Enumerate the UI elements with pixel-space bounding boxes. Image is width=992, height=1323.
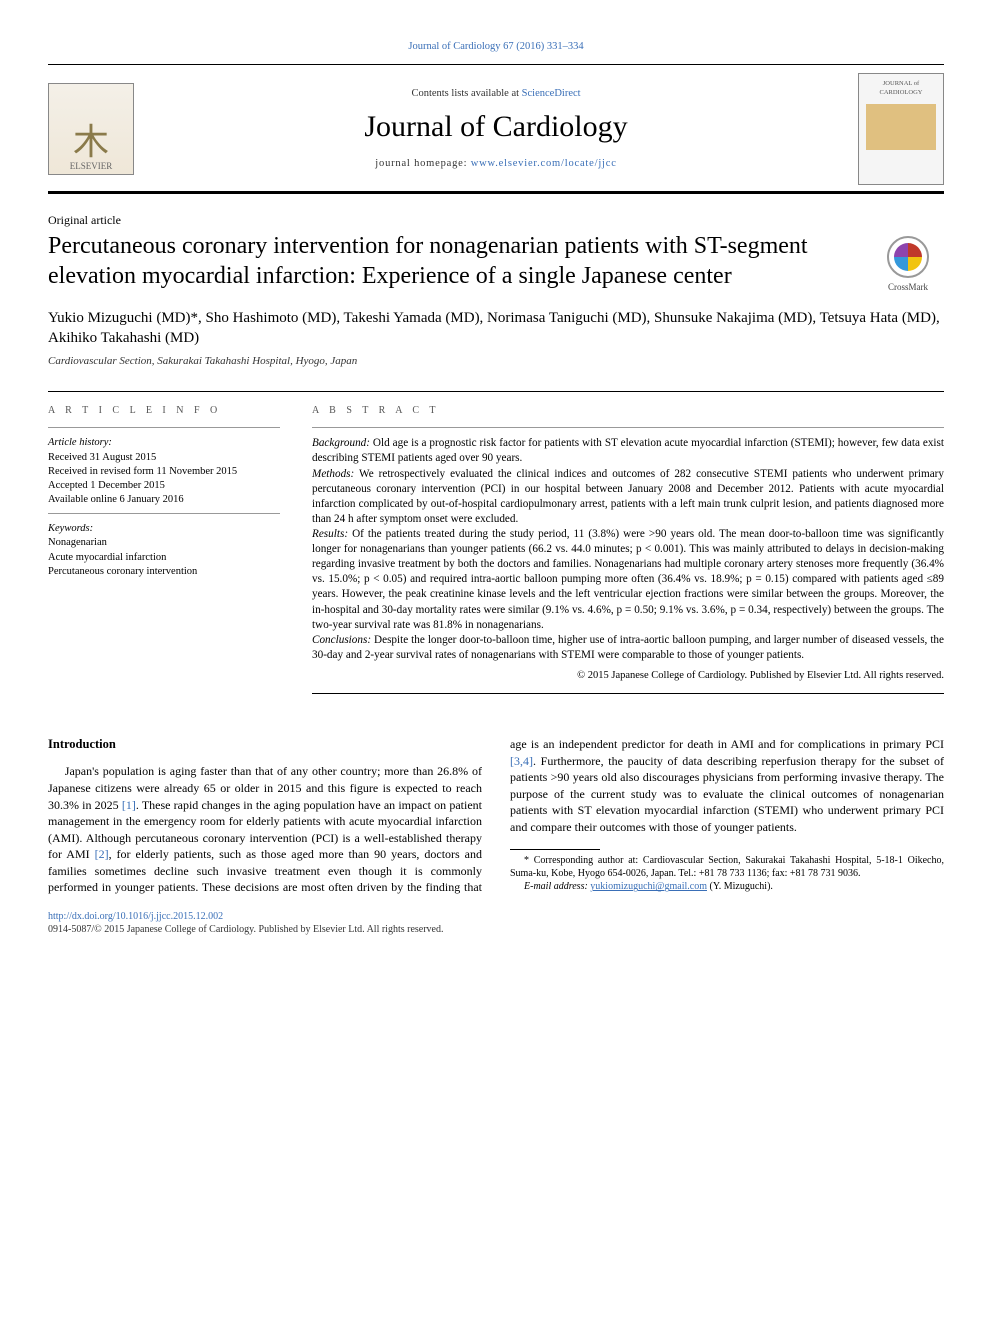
citation-volpages: 67 (2016) 331–334 <box>503 41 584 52</box>
sciencedirect-link[interactable]: ScienceDirect <box>522 88 581 99</box>
citation-line: Journal of Cardiology 67 (2016) 331–334 <box>48 40 944 54</box>
article-info-block: A R T I C L E I N F O Article history: R… <box>48 404 280 694</box>
citation-journal: Journal of Cardiology <box>408 41 500 52</box>
email-suffix: (Y. Mizuguchi). <box>707 881 773 892</box>
masthead-center: Contents lists available at ScienceDirec… <box>148 87 844 172</box>
abs-conclusions-label: Conclusions: <box>312 634 371 646</box>
abs-results-label: Results: <box>312 528 348 540</box>
authors-line: Yukio Mizuguchi (MD)*, Sho Hashimoto (MD… <box>48 308 944 349</box>
authors-text: Yukio Mizuguchi (MD)*, Sho Hashimoto (MD… <box>48 310 940 346</box>
homepage-line: journal homepage: www.elsevier.com/locat… <box>148 157 844 171</box>
homepage-prefix: journal homepage: <box>375 158 470 169</box>
elsevier-label: ELSEVIER <box>70 160 113 172</box>
journal-cover-thumb: JOURNAL of CARDIOLOGY <box>858 73 944 185</box>
abs-results: Of the patients treated during the study… <box>312 528 944 631</box>
keywords-label: Keywords: <box>48 522 280 536</box>
abs-conclusions: Despite the longer door-to-balloon time,… <box>312 634 944 661</box>
history-online: Available online 6 January 2016 <box>48 493 280 507</box>
contents-line: Contents lists available at ScienceDirec… <box>148 87 844 101</box>
elsevier-logo: ⽊ ELSEVIER <box>48 83 134 175</box>
paper-title: Percutaneous coronary intervention for n… <box>48 232 854 291</box>
crossmark-badge[interactable]: CrossMark <box>872 236 944 293</box>
history-received: Received 31 August 2015 <box>48 451 280 465</box>
intro-heading: Introduction <box>48 736 482 753</box>
doi-block: http://dx.doi.org/10.1016/j.jjcc.2015.12… <box>48 910 944 937</box>
abstract-copyright: © 2015 Japanese College of Cardiology. P… <box>312 669 944 683</box>
doi-link[interactable]: http://dx.doi.org/10.1016/j.jjcc.2015.12… <box>48 911 223 922</box>
keyword-3: Percutaneous coronary intervention <box>48 565 280 579</box>
corresponding-footnote: * Corresponding author at: Cardiovascula… <box>510 854 944 880</box>
crossmark-icon <box>887 236 929 278</box>
keyword-2: Acute myocardial infarction <box>48 551 280 565</box>
ref-3-4-link[interactable]: [3,4] <box>510 754 533 768</box>
cover-label-2: CARDIOLOGY <box>880 89 923 98</box>
affiliation: Cardiovascular Section, Sakurakai Takaha… <box>48 354 944 369</box>
masthead: ⽊ ELSEVIER Contents lists available at S… <box>48 64 944 194</box>
issn-copyright: 0914-5087/© 2015 Japanese College of Car… <box>48 924 444 935</box>
history-accepted: Accepted 1 December 2015 <box>48 479 280 493</box>
contents-prefix: Contents lists available at <box>411 88 521 99</box>
elsevier-tree-icon: ⽊ <box>73 124 109 160</box>
crossmark-label: CrossMark <box>872 281 944 293</box>
ref-2-link[interactable]: [2] <box>95 847 109 861</box>
email-label: E-mail address: <box>524 881 590 892</box>
body-columns: Introduction Japan's population is aging… <box>48 736 944 896</box>
homepage-link[interactable]: www.elsevier.com/locate/jjcc <box>471 158 617 169</box>
keyword-1: Nonagenarian <box>48 536 280 550</box>
para1-d: . Furthermore, the paucity of data descr… <box>510 754 944 834</box>
journal-name: Journal of Cardiology <box>148 107 844 148</box>
abstract-block: A B S T R A C T Background: Old age is a… <box>312 404 944 694</box>
footnote-rule <box>510 849 600 850</box>
article-info-head: A R T I C L E I N F O <box>48 404 280 418</box>
abs-background-label: Background: <box>312 437 370 449</box>
cover-label-1: JOURNAL of <box>883 80 919 89</box>
abs-methods-label: Methods: <box>312 468 354 480</box>
abs-background: Old age is a prognostic risk factor for … <box>312 437 944 464</box>
article-type: Original article <box>48 212 944 228</box>
abs-methods: We retrospectively evaluated the clinica… <box>312 468 944 525</box>
email-link[interactable]: yukiomizuguchi@gmail.com <box>590 881 707 892</box>
ref-1-link[interactable]: [1] <box>122 798 136 812</box>
email-footnote: E-mail address: yukiomizuguchi@gmail.com… <box>510 880 944 893</box>
abstract-head: A B S T R A C T <box>312 404 944 418</box>
history-revised: Received in revised form 11 November 201… <box>48 465 280 479</box>
cover-strip-icon <box>866 104 936 150</box>
history-label: Article history: <box>48 436 280 450</box>
abstract-text: Background: Old age is a prognostic risk… <box>312 436 944 663</box>
